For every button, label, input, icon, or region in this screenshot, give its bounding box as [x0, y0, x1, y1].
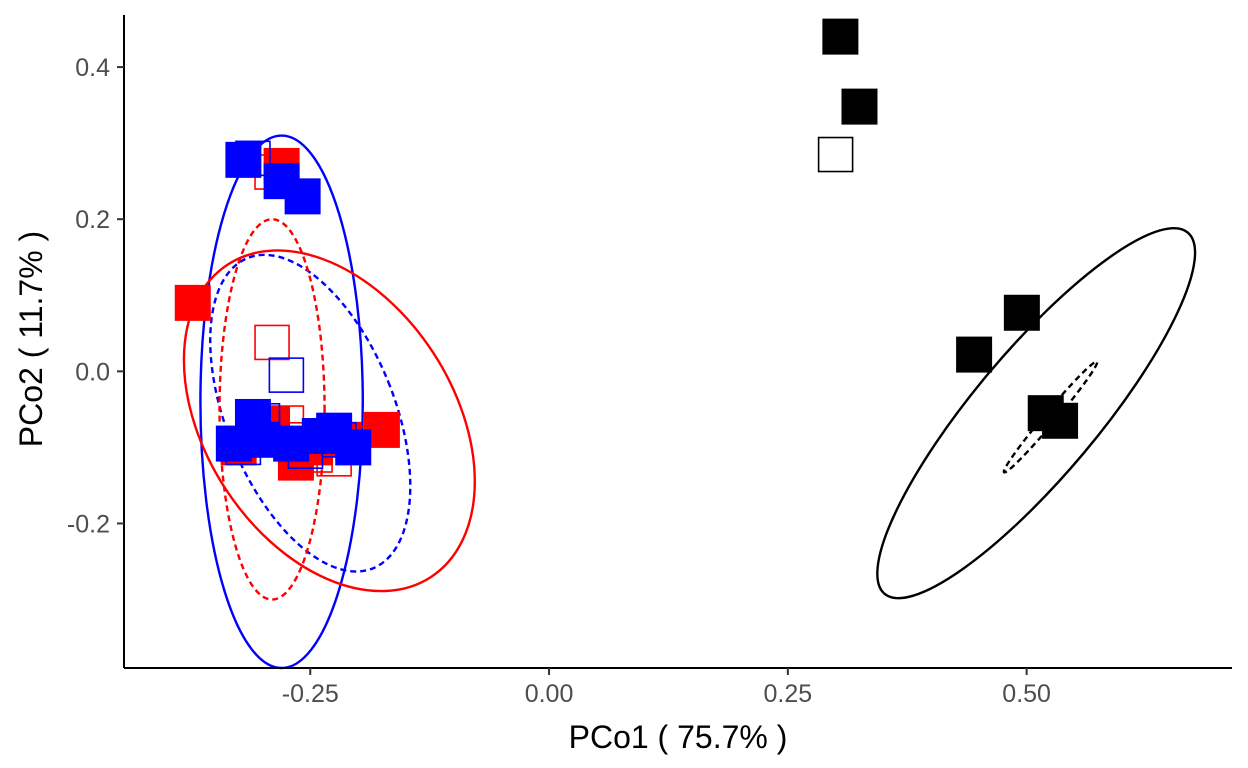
y-tick-label: 0.0 — [75, 358, 110, 386]
confidence-ellipse-4 — [218, 217, 326, 601]
confidence-ellipse-5 — [876, 226, 1197, 600]
x-tick-label: -0.25 — [282, 680, 339, 708]
data-point-s5-1 — [822, 18, 859, 55]
axis-ticks: -0.25 0.00 0.25 0.50 -0.2 0.0 0.2 0.4 — [67, 54, 1051, 708]
data-point-s3-3 — [284, 178, 321, 215]
x-tick-label: 0.50 — [1002, 680, 1051, 708]
data-point-s3-8 — [335, 429, 372, 466]
data-point-s4-5 — [225, 429, 262, 466]
data-point-s3-9 — [234, 398, 271, 435]
axes — [123, 15, 1232, 669]
data-point-s1-1 — [174, 284, 211, 321]
y-tick-label: 0.2 — [75, 206, 110, 234]
data-points — [174, 18, 1079, 481]
data-point-s2-1 — [254, 324, 290, 361]
data-point-s5-4 — [956, 336, 993, 373]
data-point-s6-1 — [817, 136, 854, 173]
data-point-s4-3 — [244, 402, 281, 439]
y-tick-label: -0.2 — [67, 510, 110, 538]
data-point-s5-6 — [1042, 402, 1079, 439]
data-point-s5-3 — [1003, 294, 1040, 331]
y-axis-title: PCo2 ( 11.7% ) — [13, 231, 49, 447]
data-point-s3-10 — [301, 417, 338, 454]
y-tick-label: 0.4 — [75, 54, 110, 82]
x-axis-title: PCo1 ( 75.7% ) — [569, 719, 788, 755]
data-point-s5-2 — [841, 88, 878, 125]
data-point-s3-1 — [225, 141, 262, 178]
x-tick-label: 0.25 — [764, 680, 813, 708]
x-tick-label: 0.00 — [525, 680, 574, 708]
data-point-s4-2 — [235, 140, 271, 177]
data-point-s4-6 — [321, 421, 357, 458]
data-point-s4-1 — [268, 357, 305, 393]
